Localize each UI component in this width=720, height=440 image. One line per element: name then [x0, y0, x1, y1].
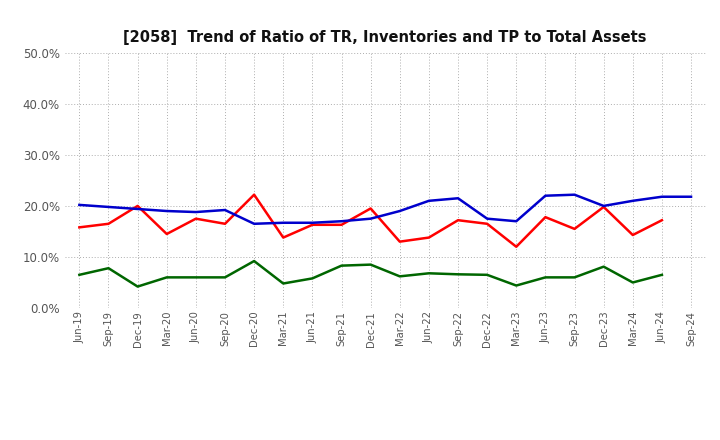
Trade Receivables	[395, 239, 404, 244]
Trade Payables	[163, 275, 171, 280]
Trade Receivables	[366, 206, 375, 211]
Trade Receivables	[629, 232, 637, 238]
Trade Receivables	[250, 192, 258, 197]
Trade Payables	[220, 275, 229, 280]
Inventories	[687, 194, 696, 199]
Inventories	[395, 209, 404, 214]
Trade Receivables	[308, 222, 317, 227]
Trade Receivables	[279, 235, 287, 240]
Trade Payables	[541, 275, 550, 280]
Inventories	[512, 219, 521, 224]
Trade Receivables	[192, 216, 200, 221]
Trade Receivables	[75, 225, 84, 230]
Inventories	[599, 203, 608, 209]
Trade Receivables	[570, 226, 579, 231]
Trade Payables	[133, 284, 142, 289]
Trade Receivables	[104, 221, 113, 227]
Trade Payables	[454, 271, 462, 277]
Inventories	[133, 206, 142, 212]
Trade Receivables	[483, 221, 492, 227]
Inventories	[192, 209, 200, 215]
Inventories	[75, 202, 84, 208]
Trade Payables	[337, 263, 346, 268]
Inventories	[425, 198, 433, 203]
Trade Payables	[104, 266, 113, 271]
Trade Receivables	[454, 217, 462, 223]
Trade Payables	[366, 262, 375, 267]
Inventories	[250, 221, 258, 227]
Inventories	[570, 192, 579, 197]
Trade Payables	[192, 275, 200, 280]
Trade Payables	[512, 283, 521, 288]
Line: Trade Payables: Trade Payables	[79, 261, 662, 286]
Inventories	[308, 220, 317, 225]
Trade Payables	[599, 264, 608, 269]
Trade Payables	[308, 276, 317, 281]
Inventories	[163, 209, 171, 214]
Trade Payables	[629, 280, 637, 285]
Inventories	[629, 198, 637, 203]
Line: Trade Receivables: Trade Receivables	[79, 194, 662, 247]
Trade Receivables	[657, 217, 666, 223]
Inventories	[541, 193, 550, 198]
Line: Inventories: Inventories	[79, 194, 691, 224]
Trade Payables	[250, 258, 258, 264]
Trade Payables	[570, 275, 579, 280]
Inventories	[337, 219, 346, 224]
Trade Payables	[483, 272, 492, 278]
Inventories	[454, 196, 462, 201]
Inventories	[366, 216, 375, 221]
Inventories	[104, 204, 113, 209]
Trade Receivables	[512, 244, 521, 249]
Inventories	[220, 207, 229, 213]
Trade Receivables	[220, 221, 229, 227]
Trade Receivables	[541, 215, 550, 220]
Trade Payables	[657, 272, 666, 278]
Trade Receivables	[425, 235, 433, 240]
Inventories	[657, 194, 666, 199]
Inventories	[279, 220, 287, 225]
Trade Payables	[279, 281, 287, 286]
Trade Receivables	[163, 231, 171, 237]
Inventories	[483, 216, 492, 221]
Trade Receivables	[133, 203, 142, 209]
Trade Receivables	[337, 222, 346, 227]
Trade Payables	[75, 272, 84, 278]
Trade Receivables	[599, 204, 608, 209]
Trade Payables	[395, 274, 404, 279]
Title: [2058]  Trend of Ratio of TR, Inventories and TP to Total Assets: [2058] Trend of Ratio of TR, Inventories…	[123, 29, 647, 45]
Trade Payables	[425, 271, 433, 276]
